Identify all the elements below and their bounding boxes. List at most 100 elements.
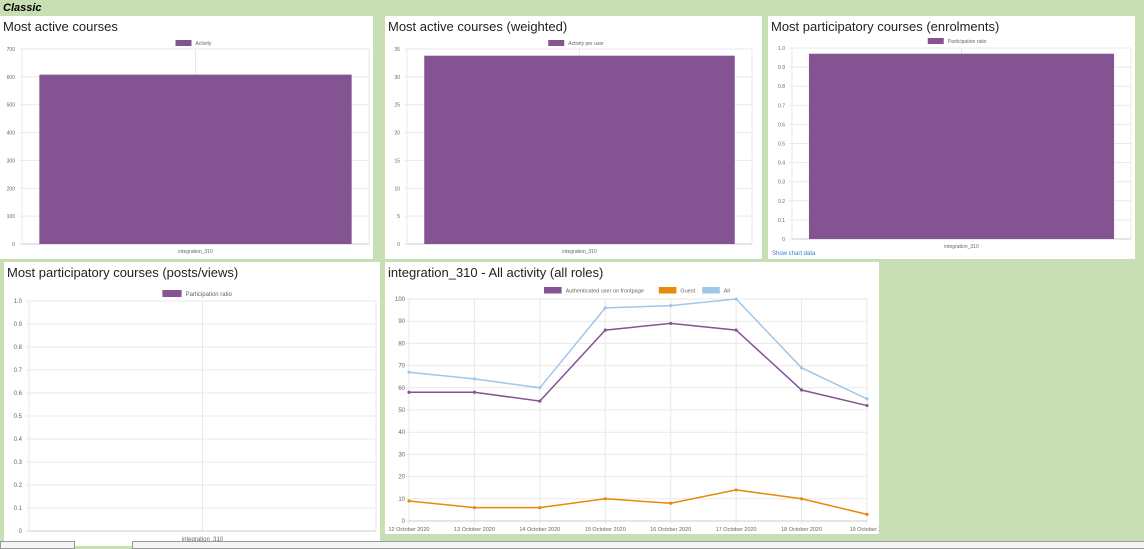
bar-chart-most-active-weighted: 0 5 10 15 20 25 30 35 integration_310 Activity pe… (394, 40, 753, 255)
data-point (472, 377, 477, 381)
y-tick-label: 60 (398, 386, 405, 392)
y-tick-label: 0 (19, 529, 23, 535)
chart-title: Most active courses (weighted) (388, 19, 568, 34)
y-tick-label: 0 (12, 242, 15, 248)
y-tick-label: 20 (398, 475, 405, 481)
data-point (603, 497, 607, 501)
series-line (409, 322, 868, 407)
x-tick-label: integration_310 (182, 537, 224, 543)
data-point (669, 304, 673, 308)
y-tick-label: 0.7 (778, 103, 785, 109)
y-tick-label: 0.6 (14, 391, 23, 397)
series-line (408, 298, 868, 400)
y-tick-label: 200 (7, 186, 16, 192)
data-point (799, 366, 804, 370)
chart-title: Most active courses (3, 19, 118, 34)
chart-panel-most-active: Most active courses 0 100 200 300 400 500 600 7… (0, 16, 373, 259)
data-point (472, 390, 477, 394)
bar (424, 55, 735, 244)
data-point (865, 512, 869, 516)
y-tick-label: 90 (398, 319, 405, 325)
y-tick-label: 35 (394, 47, 400, 53)
chart-title: Most participatory courses (enrolments) (771, 19, 1000, 34)
legend-label: Guest (680, 289, 695, 295)
data-point (799, 497, 804, 501)
y-tick-label: 0 (402, 519, 406, 525)
show-chart-data-link[interactable]: Show chart data (772, 251, 816, 257)
y-tick-label: 10 (398, 497, 405, 503)
bottom-scroll-area[interactable] (132, 541, 1144, 549)
y-tick-label: 0.4 (778, 161, 785, 167)
x-tick-label: integration_310 (944, 244, 979, 250)
y-tick-label: 80 (398, 341, 405, 347)
data-point (603, 328, 607, 332)
data-point (407, 499, 411, 503)
y-tick-label: 10 (394, 186, 400, 192)
y-tick-label: 0.1 (778, 218, 785, 224)
x-tick-label: 12 October 2020 (389, 527, 430, 533)
x-tick-label: 18 October 2020 (781, 527, 822, 533)
y-tick-label: 0.5 (14, 414, 23, 420)
data-point (865, 403, 869, 408)
chart-panel-participatory-enrolments: Most participatory courses (enrolments) … (768, 16, 1135, 259)
y-tick-label: 40 (398, 430, 405, 436)
y-tick-label: 0.2 (778, 199, 785, 205)
y-tick-label: 1.0 (14, 299, 23, 305)
line-chart-all-activity: 0 10 20 30 40 50 60 70 80 90 100 12 October 2020 13 … (389, 287, 879, 533)
x-tick-label: integration_310 (562, 249, 597, 255)
chart-panel-all-activity: integration_310 - All activity (all role… (385, 262, 879, 534)
data-point (669, 501, 673, 505)
y-tick-label: 0.3 (778, 180, 785, 186)
x-tick-label: 14 October 2020 (519, 527, 560, 533)
y-tick-label: 20 (394, 131, 400, 137)
bar-chart-participatory-posts-views: 0 0.1 0.2 0.3 0.4 0.5 0.6 0.7 0.8 0.9 1.0 integrati… (14, 290, 377, 543)
y-tick-label: 1.0 (778, 46, 785, 52)
legend-label: Activity per user (568, 41, 604, 47)
y-tick-label: 0.5 (778, 142, 785, 148)
y-tick-label: 0 (782, 237, 785, 243)
x-tick-label: 15 October 2020 (585, 527, 626, 533)
data-point (734, 488, 738, 492)
x-tick-label: integration_310 (178, 249, 213, 255)
legend-swatch (927, 38, 944, 44)
legend-swatch (658, 287, 677, 294)
y-tick-label: 0 (397, 242, 400, 248)
legend-label: Participation ratio (186, 292, 233, 298)
data-point (538, 506, 542, 510)
data-point (734, 328, 738, 332)
data-point (538, 399, 542, 403)
legend-label: All (724, 289, 730, 295)
legend-label: Participation ratio (948, 39, 987, 45)
bar (39, 74, 352, 244)
y-tick-label: 5 (397, 214, 400, 220)
y-tick-label: 300 (7, 158, 16, 164)
y-tick-label: 50 (398, 408, 405, 414)
legend-swatch (162, 290, 182, 297)
legend-swatch (702, 287, 720, 294)
series-line (408, 489, 868, 516)
data-point (734, 297, 738, 301)
y-tick-label: 0.3 (14, 460, 23, 466)
bar-chart-most-active: 0 100 200 300 400 500 600 700 integration_310 Act… (7, 40, 370, 255)
legend-swatch (175, 40, 192, 46)
bar-chart-participatory-enrolments: 0 0.1 0.2 0.3 0.4 0.5 0.6 0.7 0.8 0.9 1.0 integrati… (778, 38, 1132, 250)
y-tick-label: 0.7 (14, 368, 23, 374)
chart-title: Most participatory courses (posts/views) (7, 265, 239, 280)
bottom-tab[interactable] (0, 541, 75, 549)
y-tick-label: 0.8 (778, 84, 785, 90)
y-tick-label: 0.1 (14, 506, 23, 512)
x-tick-label: 17 October 2020 (716, 527, 757, 533)
y-tick-label: 500 (7, 103, 16, 109)
x-tick-label: 16 October 2020 (650, 527, 691, 533)
y-tick-label: 0.2 (14, 483, 23, 489)
chart-title: integration_310 - All activity (all role… (388, 265, 604, 280)
y-tick-label: 30 (398, 452, 405, 458)
y-tick-label: 0.6 (778, 122, 785, 128)
data-point (407, 390, 411, 394)
legend-label: Activity (196, 41, 212, 47)
y-tick-label: 70 (398, 364, 405, 370)
y-tick-label: 0.8 (14, 345, 23, 351)
data-point (538, 386, 542, 390)
y-tick-label: 0.9 (778, 65, 785, 71)
y-tick-label: 25 (394, 103, 400, 109)
